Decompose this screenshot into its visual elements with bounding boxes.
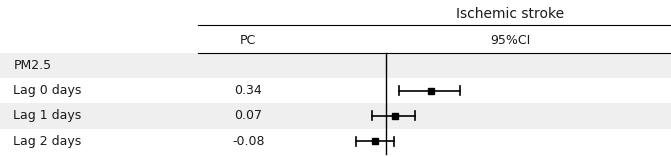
Text: Ischemic stroke: Ischemic stroke [456,7,564,21]
Text: 95%CI: 95%CI [490,34,530,47]
FancyBboxPatch shape [0,103,671,129]
Text: Lag 2 days: Lag 2 days [13,135,82,148]
Text: -0.08: -0.08 [232,135,264,148]
Text: PC: PC [240,34,256,47]
FancyBboxPatch shape [0,53,671,78]
Text: 0.34: 0.34 [234,84,262,97]
Text: PM2.5: PM2.5 [13,59,52,72]
FancyBboxPatch shape [0,78,671,103]
Text: 0.07: 0.07 [234,109,262,122]
Text: Lag 0 days: Lag 0 days [13,84,82,97]
Text: Lag 1 days: Lag 1 days [13,109,82,122]
FancyBboxPatch shape [0,129,671,154]
